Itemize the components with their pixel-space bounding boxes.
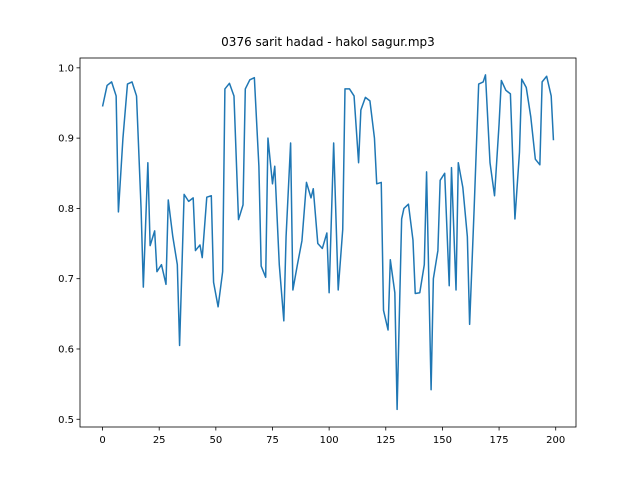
y-tick-label: 0.7 bbox=[58, 274, 74, 285]
plot-frame bbox=[79, 57, 577, 428]
x-tick-label: 200 bbox=[546, 435, 565, 446]
x-tick-label: 0 bbox=[99, 435, 105, 446]
x-tick-label: 50 bbox=[209, 435, 222, 446]
x-tick-label: 25 bbox=[153, 435, 166, 446]
data-line bbox=[101, 74, 555, 411]
x-tick-label: 175 bbox=[490, 435, 509, 446]
chart-title: 0376 sarit hadad - hakol sagur.mp3 bbox=[221, 35, 435, 49]
x-tick-label: 100 bbox=[320, 435, 339, 446]
y-tick-label: 0.5 bbox=[58, 415, 74, 426]
y-tick-label: 1.0 bbox=[58, 63, 74, 74]
y-tick-label: 0.8 bbox=[58, 204, 74, 215]
x-tick-label: 75 bbox=[266, 435, 279, 446]
y-tick-label: 0.9 bbox=[58, 134, 74, 145]
x-tick-label: 150 bbox=[433, 435, 452, 446]
x-tick-label: 125 bbox=[376, 435, 395, 446]
y-tick-label: 0.6 bbox=[58, 344, 74, 355]
